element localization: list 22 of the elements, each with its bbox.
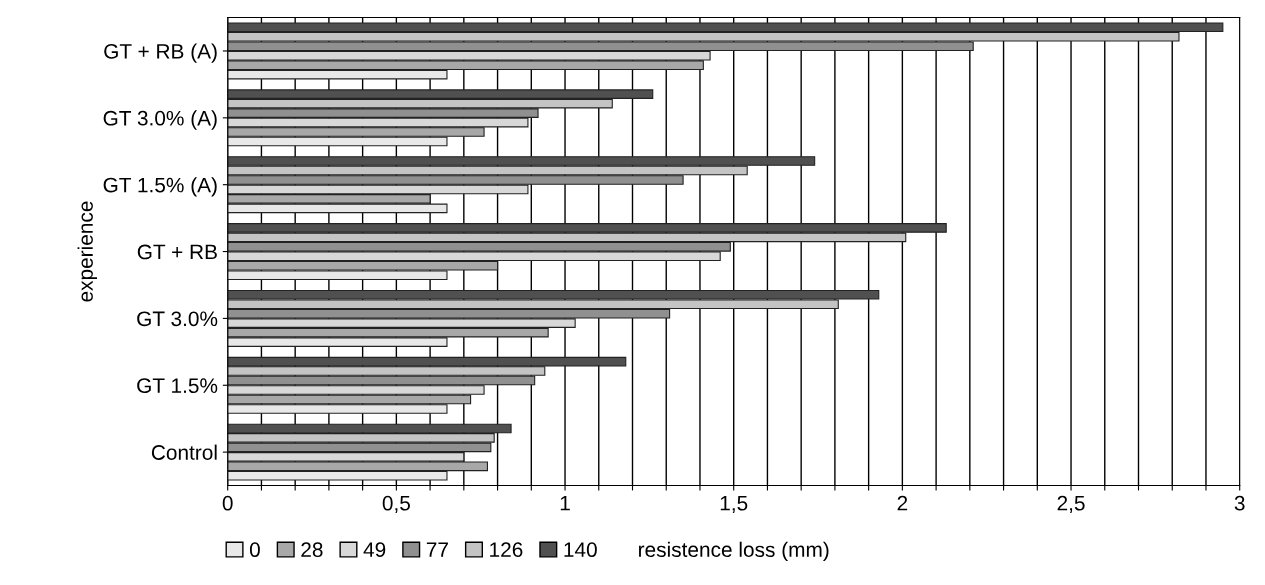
x-axis-title: resistence loss (mm) xyxy=(639,541,829,562)
legend-label: 140 xyxy=(564,542,597,558)
y-tick-label: GT 1.5% xyxy=(137,378,218,394)
x-tick-label: 2 xyxy=(897,495,908,511)
legend-label: 126 xyxy=(490,542,523,558)
y-tick-label: GT 1.5% (A) xyxy=(103,177,217,197)
legend-label: 77 xyxy=(426,542,448,557)
x-tick-label: 1 xyxy=(560,496,570,511)
legend-label: 28 xyxy=(301,542,323,558)
legend-label: 49 xyxy=(363,542,386,558)
x-tick-label: 1,5 xyxy=(720,496,748,514)
x-tick-label: 2,5 xyxy=(1057,495,1085,514)
x-tick-label: 3 xyxy=(1234,495,1245,511)
y-tick-label: GT 3.0% (A) xyxy=(103,110,217,130)
y-tick-label: GT 3.0% xyxy=(137,311,218,327)
y-tick-label: Control xyxy=(151,444,217,460)
x-tick-label: 0,5 xyxy=(382,495,410,514)
y-tick-label: GT + RB xyxy=(137,244,217,260)
x-tick-label: 0 xyxy=(222,495,233,511)
y-axis-title: experience xyxy=(77,201,98,302)
legend-label: 0 xyxy=(249,542,260,558)
y-tick-label: GT + RB (A) xyxy=(104,43,217,63)
